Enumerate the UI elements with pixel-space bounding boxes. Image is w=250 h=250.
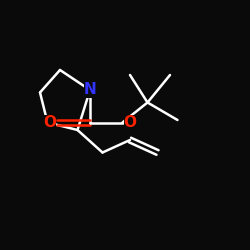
Text: N: N [84,82,96,98]
Text: O: O [124,115,136,130]
Text: O: O [44,115,57,130]
